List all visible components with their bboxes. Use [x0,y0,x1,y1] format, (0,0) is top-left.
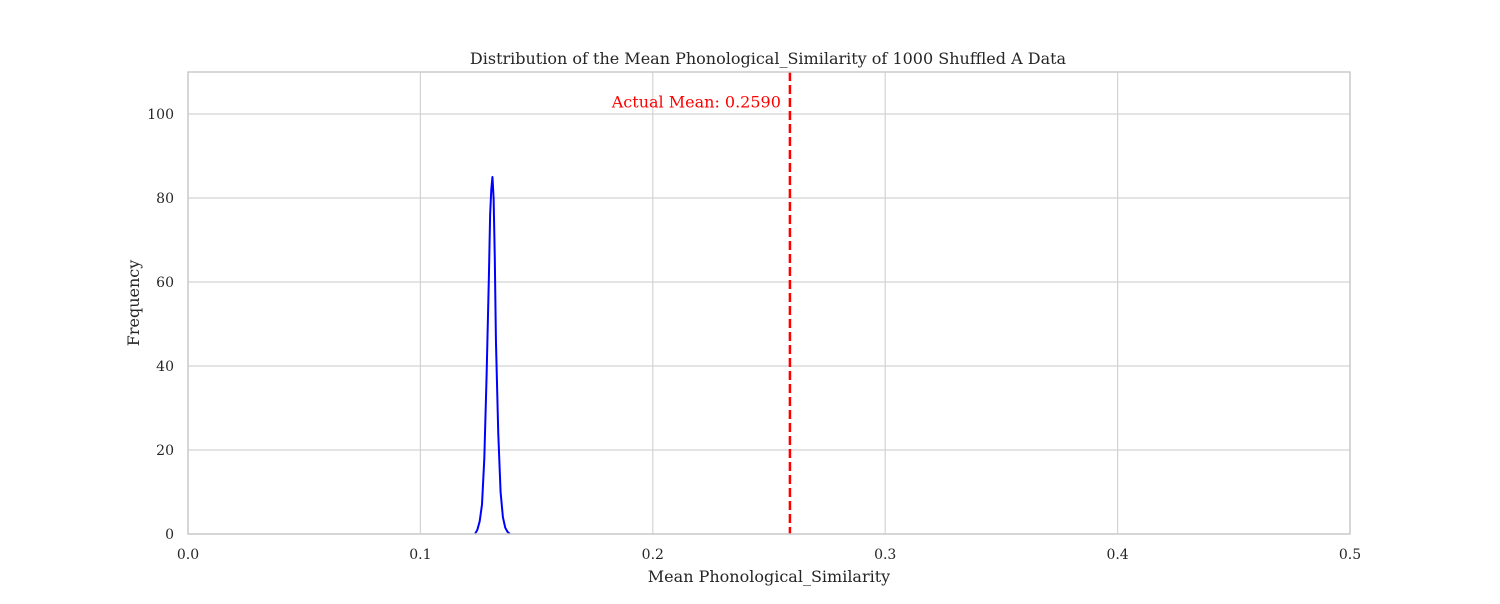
y-tick-label: 40 [156,359,174,375]
x-tick-label: 0.0 [177,547,199,563]
reference-line-layer: Actual Mean: 0.2590 [611,72,792,534]
y-axis-label: Frequency [124,260,143,347]
y-tick-label: 20 [156,443,174,459]
x-tick-label: 0.5 [1339,547,1361,563]
plot-frame [187,71,1351,535]
x-axis-label: Mean Phonological_Similarity [648,567,890,586]
x-tick-labels: 0.0 0.1 0.2 0.3 0.4 0.5 [177,547,1361,563]
y-tick-label: 100 [147,107,174,123]
actual-mean-label: Actual Mean: 0.2590 [611,93,781,112]
y-tick-label: 0 [165,527,174,543]
x-tick-label: 0.1 [409,547,431,563]
x-tick-label: 0.2 [642,547,664,563]
x-tick-label: 0.3 [874,547,896,563]
series-layer [474,176,511,535]
y-tick-label: 80 [156,191,174,207]
y-tick-label: 60 [156,275,174,291]
x-tick-label: 0.4 [1106,547,1128,563]
chart-title: Distribution of the Mean Phonological_Si… [470,49,1067,68]
grid [187,72,1351,535]
kde-curve [474,176,511,535]
y-tick-labels: 0 20 40 60 80 100 [147,107,174,543]
